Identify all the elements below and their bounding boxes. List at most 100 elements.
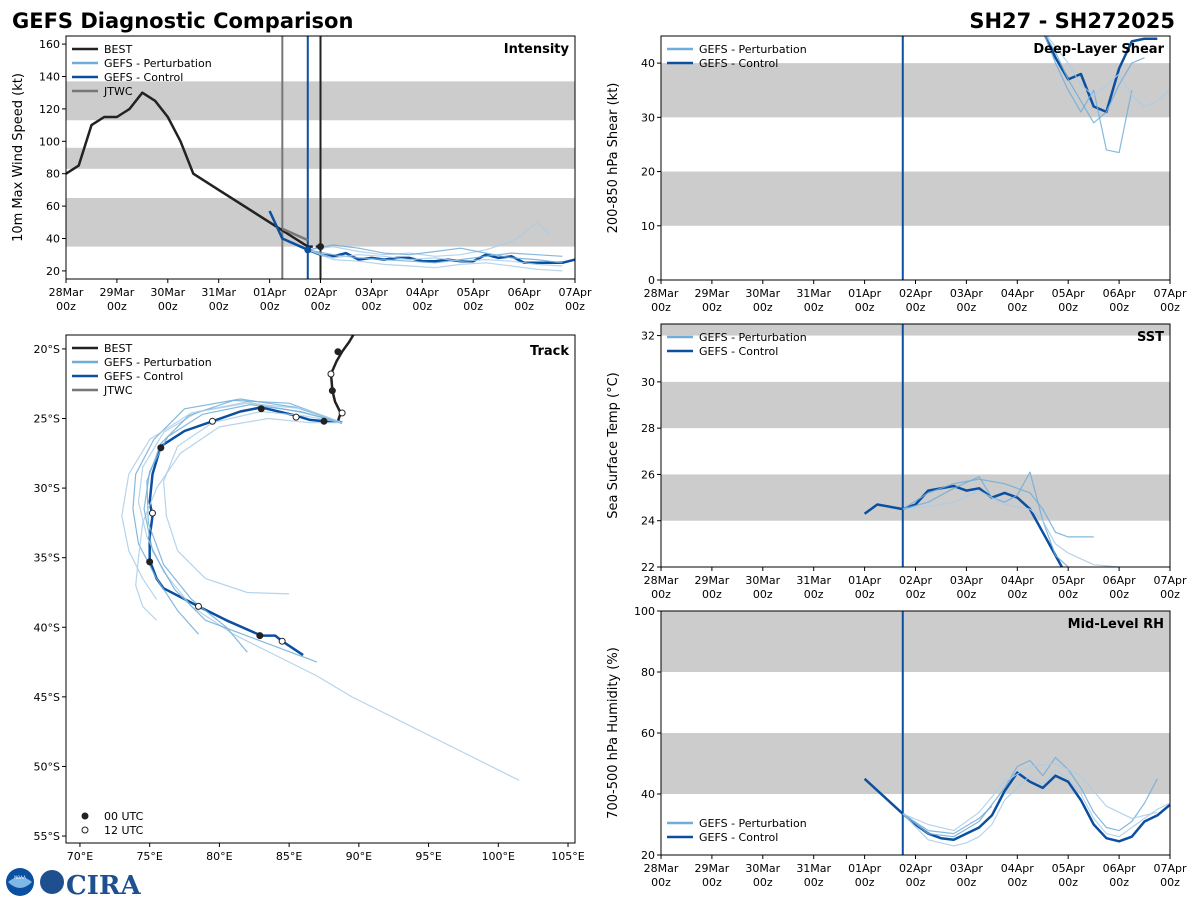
track-marker-12utc-9 <box>148 509 156 517</box>
sst-ytick-label-3: 28 <box>641 422 655 435</box>
shear-xtick-sublabel-4: 00z <box>855 301 875 314</box>
track-xtick-label-1: 75°E <box>136 850 162 863</box>
track-marker-legend-icon-0 <box>81 812 89 820</box>
sst-series-gefs-control-0 <box>863 484 1064 567</box>
track-marker-12utc-5 <box>292 413 300 421</box>
sst-xtick-sublabel-1: 00z <box>702 588 722 601</box>
track-marker-00utc-3 <box>334 348 342 356</box>
sst-xtick-label-2: 30Mar <box>745 574 780 587</box>
rh-xtick-sublabel-4: 00z <box>855 876 875 889</box>
track-legend-label-3: JTWC <box>103 384 133 397</box>
sst-series-gefs-perturbation-1 <box>902 471 1069 567</box>
rh-ylabel: 700-500 hPa Humidity (%) <box>606 647 621 819</box>
rh-band-1 <box>661 611 1170 672</box>
intensity-series-jtwc-2 <box>281 227 309 242</box>
intensity-xtick-sublabel-7: 00z <box>412 300 432 313</box>
track-series-gefs-perturbation-2 <box>137 401 520 781</box>
storm-id: SH27 - SH272025 <box>969 9 1175 33</box>
track-ytick-label-4: 40°S <box>34 621 60 634</box>
intensity-point-0 <box>317 243 324 251</box>
shear-ytick-label-1: 10 <box>641 220 655 233</box>
rh-legend-label-1: GEFS - Control <box>699 831 778 844</box>
sst-xtick-sublabel-8: 00z <box>1058 588 1078 601</box>
track-legend-label-1: GEFS - Perturbation <box>104 356 212 369</box>
track-xtick-label-3: 85°E <box>276 850 302 863</box>
shear-xtick-label-4: 01Apr <box>848 287 882 300</box>
rh-series-gefs-control-0 <box>863 771 1170 843</box>
logo: NOAA CIRA <box>6 868 141 900</box>
intensity-xtick-label-1: 29Mar <box>100 286 135 299</box>
sst-xtick-sublabel-7: 00z <box>1007 588 1027 601</box>
sst-xtick-label-10: 07Apr <box>1153 574 1187 587</box>
track-marker-00utc-8 <box>157 444 165 452</box>
rh-xtick-label-0: 28Mar <box>644 862 679 875</box>
shear-series-gefs-perturbation-3 <box>1045 36 1145 124</box>
track-ytick-label-6: 50°S <box>34 760 60 773</box>
intensity-ytick-label-2: 60 <box>46 200 60 213</box>
intensity-series-gefs-perturbation-7 <box>307 244 563 264</box>
track-xtick-label-5: 95°E <box>415 850 441 863</box>
track-marker-12utc-11 <box>194 602 202 610</box>
track-marker-legend-label-1: 12 UTC <box>104 824 144 837</box>
rh-xtick-label-1: 29Mar <box>695 862 730 875</box>
intensity-ytick-label-5: 120 <box>39 103 60 116</box>
track-marker-00utc-6 <box>257 405 265 413</box>
rh-xtick-label-7: 04Apr <box>1001 862 1035 875</box>
sst-ytick-label-2: 26 <box>641 468 655 481</box>
track-marker-00utc-12 <box>256 632 264 640</box>
shear-xtick-sublabel-7: 00z <box>1007 301 1027 314</box>
shear-series-gefs-control-0 <box>1043 36 1158 114</box>
rh-series-gefs-perturbation-4 <box>902 762 1158 832</box>
intensity-series-gefs-perturbation-8 <box>307 249 563 267</box>
sst-xtick-sublabel-0: 00z <box>651 588 671 601</box>
shear-ytick-label-3: 30 <box>641 111 655 124</box>
sst-xtick-sublabel-9: 00z <box>1109 588 1129 601</box>
rh-xtick-label-6: 03Apr <box>950 862 984 875</box>
intensity-xtick-label-5: 02Apr <box>304 286 338 299</box>
intensity-xtick-sublabel-4: 00z <box>260 300 280 313</box>
noaa-logo-text: NOAA <box>14 875 26 880</box>
intensity-ytick-label-0: 20 <box>46 265 60 278</box>
shear-xtick-label-6: 03Apr <box>950 287 984 300</box>
track-xtick-label-2: 80°E <box>206 850 232 863</box>
rh-series-gefs-perturbation-2 <box>902 768 1170 847</box>
rh-xtick-sublabel-6: 00z <box>957 876 977 889</box>
rh-xtick-sublabel-7: 00z <box>1007 876 1027 889</box>
track-title: Track <box>530 344 569 359</box>
rh-xtick-sublabel-5: 00z <box>906 876 926 889</box>
sst-xtick-sublabel-3: 00z <box>804 588 824 601</box>
track-ytick-label-2: 30°S <box>34 482 60 495</box>
track-legend-label-0: BEST <box>104 342 132 355</box>
rh-band-0 <box>661 733 1170 794</box>
intensity-xtick-label-8: 05Apr <box>457 286 491 299</box>
sst-ytick-label-5: 32 <box>641 330 655 343</box>
track-series-gefs-control-1 <box>148 406 343 657</box>
sst-ytick-label-1: 24 <box>641 515 655 528</box>
intensity-xtick-label-7: 04Apr <box>406 286 440 299</box>
intensity-xtick-label-6: 03Apr <box>355 286 389 299</box>
sst-xtick-label-4: 01Apr <box>848 574 882 587</box>
sst-xtick-sublabel-5: 00z <box>906 588 926 601</box>
shear-ylabel: 200-850 hPa Shear (kt) <box>606 83 621 234</box>
figure-title: GEFS Diagnostic Comparison <box>12 9 353 33</box>
intensity-title: Intensity <box>504 42 570 57</box>
sst-xtick-label-3: 31Mar <box>796 574 831 587</box>
rh-xtick-sublabel-2: 00z <box>753 876 773 889</box>
intensity-panel: 2040608010012014016028Mar00z29Mar00z30Ma… <box>11 35 592 313</box>
rh-ytick-label-2: 60 <box>641 727 655 740</box>
track-ytick-label-7: 55°S <box>34 830 60 843</box>
intensity-xtick-sublabel-6: 00z <box>362 300 382 313</box>
track-series-gefs-perturbation-4 <box>163 410 343 595</box>
intensity-xtick-label-4: 01Apr <box>253 286 287 299</box>
shear-xtick-label-1: 29Mar <box>695 287 730 300</box>
sst-xtick-label-7: 04Apr <box>1001 574 1035 587</box>
sst-xtick-label-9: 06Apr <box>1103 574 1137 587</box>
track-series-gefs-perturbation-5 <box>146 399 343 653</box>
sst-ytick-label-4: 30 <box>641 376 655 389</box>
rh-xtick-label-8: 05Apr <box>1052 862 1086 875</box>
intensity-xtick-sublabel-1: 00z <box>107 300 127 313</box>
shear-xtick-sublabel-10: 00z <box>1160 301 1180 314</box>
shear-legend-label-1: GEFS - Control <box>699 57 778 70</box>
track-ytick-label-3: 35°S <box>34 552 60 565</box>
